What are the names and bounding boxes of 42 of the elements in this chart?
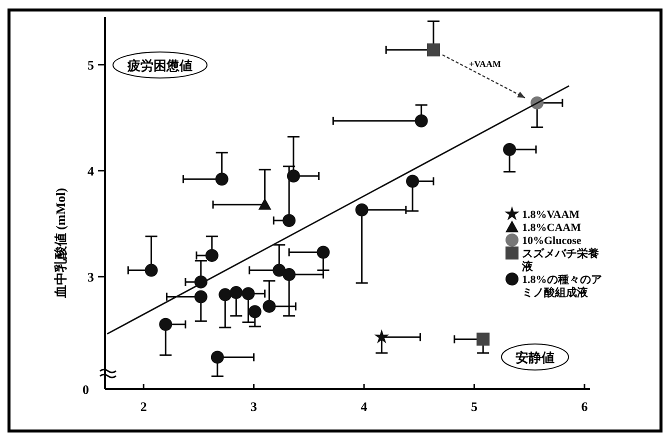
point (414, 114, 428, 128)
x-tick-label: 5 (471, 399, 478, 414)
x-tick-label: 6 (581, 399, 588, 414)
text: 0 (82, 382, 89, 397)
legend-label: スズメバチ栄養液 (521, 247, 600, 273)
point (248, 305, 262, 318)
y-tick-label: 3 (88, 270, 94, 285)
point (258, 198, 272, 210)
point (355, 203, 368, 216)
point (215, 172, 228, 186)
annotation: +VAAM (469, 59, 502, 69)
point (144, 264, 158, 277)
point (406, 174, 420, 188)
point (210, 350, 224, 364)
point (242, 287, 255, 300)
y-axis-title: 血中乳酸値 (mMol) (53, 188, 68, 300)
annotation: 疲労困憊値 (126, 58, 192, 73)
point (476, 332, 490, 346)
x-tick-label: 2 (140, 399, 147, 414)
legend-label: 10%Glucose (522, 235, 582, 247)
annotation: 安静値 (516, 350, 554, 365)
legend-label: 1.8%の種々のアミノ酸組成液 (522, 274, 602, 299)
point (426, 43, 440, 56)
legend-label: 1.8%VAAM (522, 209, 580, 221)
y-tick-label: 4 (88, 164, 94, 179)
point (205, 248, 218, 262)
point (282, 268, 296, 282)
point (159, 318, 172, 331)
point (262, 300, 276, 313)
point (374, 329, 390, 344)
point (286, 169, 300, 182)
point (194, 290, 208, 304)
point (282, 214, 296, 227)
point (218, 288, 232, 302)
point (272, 264, 286, 277)
x-tick-label: 3 (250, 399, 258, 414)
point (503, 142, 516, 156)
y-tick-label: 5 (88, 58, 94, 73)
x-tick-label: 4 (360, 399, 368, 414)
legend-label: 1.8%CAAM (522, 222, 582, 234)
point (230, 286, 243, 300)
point (316, 246, 330, 259)
